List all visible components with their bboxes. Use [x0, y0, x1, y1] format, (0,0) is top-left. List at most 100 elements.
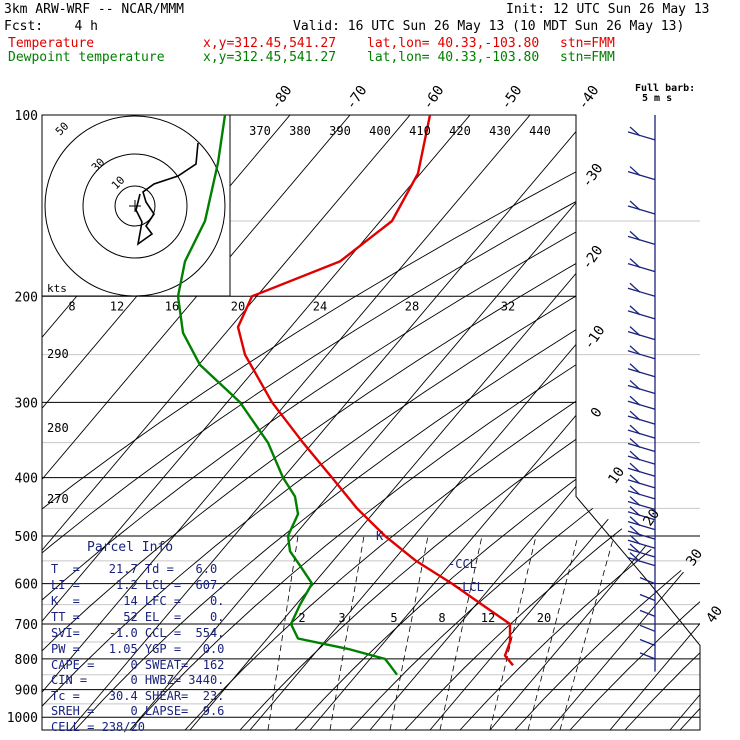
wind-barb	[627, 170, 656, 181]
parcel-row: Tc = 30.4 SHEAR= 23.	[51, 689, 225, 703]
mixing-tick-label: 24	[313, 299, 327, 313]
barb-legend-title: Full barb:	[635, 83, 696, 94]
sounding-series	[176, 114, 514, 676]
wind-barb	[627, 479, 656, 489]
mixing-tick-label: 32	[501, 299, 515, 313]
wind-barb	[627, 235, 656, 246]
wind-barb	[627, 548, 656, 558]
mixing-tick-label: 20	[231, 299, 245, 313]
wind-barb	[629, 305, 641, 316]
isotherm	[42, 115, 411, 730]
isotherm	[730, 115, 740, 730]
wind-barb	[639, 577, 656, 585]
wind-barb	[629, 525, 641, 536]
wind-barb	[639, 638, 656, 647]
wind-barb	[627, 384, 656, 395]
wind-barb	[627, 442, 656, 453]
parcel-info-title: Parcel Info	[87, 540, 174, 555]
mixing-label: 12	[481, 611, 495, 625]
isotherm-label: -60	[420, 83, 448, 113]
isotherm-label: -30	[579, 161, 607, 191]
isotherm-label: -40	[575, 83, 603, 113]
wind-barb	[629, 126, 641, 137]
isotherm	[69, 115, 591, 730]
wind-barb	[627, 131, 656, 141]
parcel-row: LI = 1.2 LCL = 607.	[51, 578, 225, 592]
dry-adiabat	[184, 115, 700, 730]
mixing-ratio-line	[267, 535, 299, 730]
mixing-ratio-line	[527, 535, 579, 730]
theta-tick-label: 430	[489, 124, 511, 138]
dewpoint-line	[176, 114, 398, 676]
wind-barb	[627, 556, 656, 567]
wind-barb	[629, 485, 641, 496]
wind-barb	[627, 310, 656, 320]
wind-barb	[627, 368, 656, 378]
dry-adiabat	[42, 115, 700, 730]
pressure-tick-label: 500	[15, 530, 38, 545]
wind-barb	[627, 539, 656, 549]
wind-barb	[627, 500, 656, 511]
isotherm	[549, 115, 700, 730]
theta-tick-label: 390	[329, 124, 351, 138]
wind-barb	[629, 326, 641, 337]
forecast-hour: Fcst: 4 h	[4, 19, 98, 34]
wind-barb	[627, 400, 656, 410]
mixing-ratio-line	[439, 535, 483, 730]
wind-barb	[629, 450, 641, 461]
pressure-tick-label: 1000	[7, 711, 38, 726]
wind-barb	[629, 166, 641, 177]
dry-adiabat	[129, 115, 700, 730]
mixing-ratio-line	[389, 535, 429, 730]
lcl-marker: -LCL	[455, 580, 484, 594]
wind-barb	[629, 462, 641, 473]
model-title: 3km ARW-WRF -- NCAR/MMM	[4, 2, 185, 17]
isotherm-label: 0	[588, 405, 606, 421]
dry-adiabat	[569, 115, 700, 730]
wind-barb	[629, 410, 641, 421]
theta-tick-label: 420	[449, 124, 471, 138]
isotherm	[42, 115, 471, 730]
wind-barb	[627, 520, 656, 531]
wind-barb	[629, 496, 641, 507]
wind-barb	[627, 455, 656, 465]
dry-adiabat	[42, 115, 686, 730]
mixing-label: 20	[537, 611, 551, 625]
hodograph-ring	[82, 153, 188, 259]
hodograph-ring	[114, 185, 156, 227]
wind-barb	[627, 263, 656, 273]
dry-adiabat	[404, 115, 700, 730]
legend-dewpoint: Dewpoint temperature	[8, 50, 165, 65]
theta-tick-label: 370	[249, 124, 271, 138]
wind-barb	[627, 530, 656, 540]
isotherm-label: 10	[605, 464, 628, 487]
wind-barb	[627, 205, 656, 215]
isotherm-label: -70	[343, 83, 371, 113]
mixing-label: 3	[338, 611, 345, 625]
adiabat-label: 280	[47, 421, 69, 435]
wind-barb	[627, 415, 656, 425]
wind-barb	[629, 543, 641, 554]
init-time: Init: 12 UTC Sun 26 May 13	[506, 2, 710, 17]
temp-station: stn=FMM	[560, 36, 615, 51]
wind-barb	[627, 429, 656, 439]
adiabat-label: 270	[47, 492, 69, 506]
pressure-tick-label: 200	[15, 290, 38, 305]
parcel-row: PW = 1.05 YGP = 0.0	[51, 642, 225, 656]
parcel-row: SVI= -1.0 CCL = 554.	[51, 626, 225, 640]
isotherm	[42, 115, 351, 730]
mixing-ratio-line	[329, 535, 365, 730]
mixing-tick-label: 12	[110, 299, 124, 313]
isotherm-label: -80	[268, 83, 296, 113]
isotherm	[489, 115, 700, 730]
dry-adiabat	[294, 115, 700, 730]
wind-barb	[629, 200, 641, 211]
isotherm	[129, 115, 651, 730]
dry-adiabat	[459, 115, 700, 730]
wind-barb	[629, 534, 641, 545]
temperature-line	[236, 114, 514, 667]
wind-barb	[639, 652, 656, 660]
mixing-label: 5	[390, 611, 397, 625]
dew-point: x,y=312.45,541.27	[203, 50, 337, 65]
